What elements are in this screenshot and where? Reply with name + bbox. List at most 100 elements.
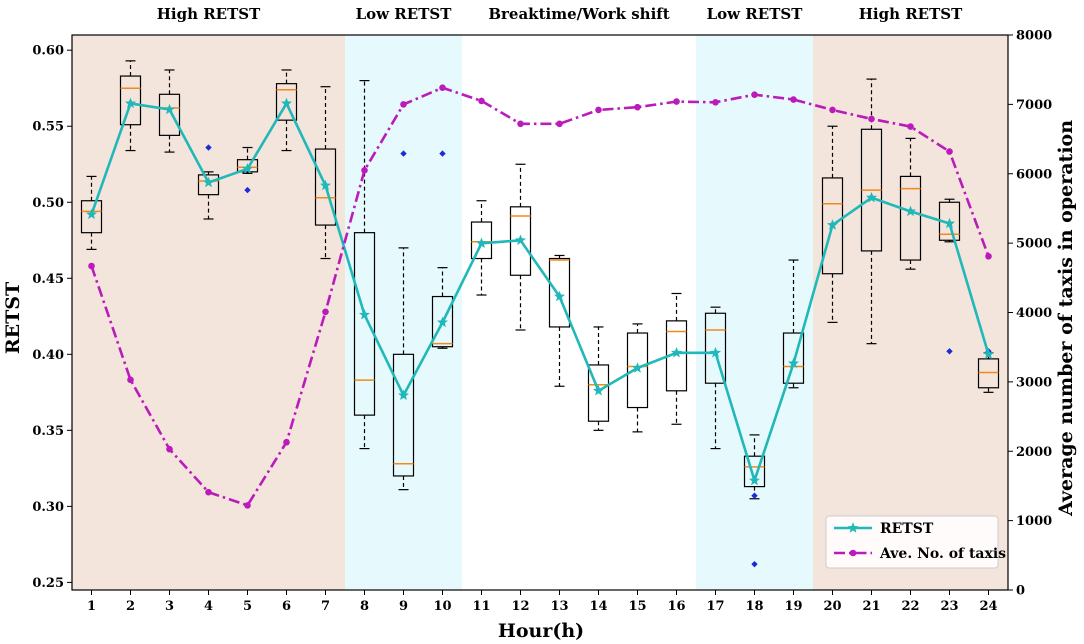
taxis-point	[322, 308, 329, 316]
box-plot-hour-8	[353, 80, 376, 450]
taxis-point	[712, 98, 719, 106]
x-axis-title: Hour(h)	[498, 620, 584, 642]
taxis-point	[400, 101, 407, 108]
retst-point	[514, 234, 527, 245]
retst-point	[982, 348, 995, 360]
outlier-point	[439, 150, 446, 157]
x-tick-label: 22	[901, 599, 919, 614]
retst-point	[748, 474, 761, 486]
iqr-box	[587, 364, 610, 422]
x-tick-label: 6	[282, 599, 291, 614]
region-band	[462, 35, 696, 590]
x-tick-label: 5	[243, 599, 252, 614]
retst-point	[202, 176, 215, 188]
x-tick-label: 2	[126, 599, 135, 614]
box-plot-hour-9	[392, 150, 415, 491]
region-band	[72, 35, 345, 590]
right-y-tick-label: 7000	[1016, 98, 1052, 113]
right-y-axis-title: Average number of taxis in operation	[1055, 120, 1077, 517]
legend-taxis-dot-icon	[849, 549, 857, 557]
retst-point	[280, 97, 293, 109]
x-tick-label: 3	[165, 599, 174, 614]
right-y-tick-label: 1000	[1016, 514, 1052, 529]
box-plot-hour-20	[821, 125, 844, 323]
x-tick-label: 16	[667, 599, 685, 614]
left-y-tick-label: 0.25	[32, 576, 64, 591]
retst-point	[865, 191, 878, 203]
taxis-point	[595, 106, 602, 114]
taxis-point	[556, 120, 563, 128]
iqr-box	[158, 93, 181, 136]
legend-taxis-label: Ave. No. of taxis	[879, 546, 1006, 562]
iqr-box	[782, 332, 805, 384]
box-plot-hour-17	[704, 306, 727, 450]
region-label: High RETST	[859, 5, 963, 23]
taxis-point	[166, 445, 173, 453]
retst-point	[358, 308, 371, 320]
right-y-tick-label: 0	[1016, 584, 1025, 599]
outlier-point	[244, 186, 251, 194]
left-y-tick-label: 0.50	[32, 196, 64, 211]
x-tick-label: 10	[433, 599, 451, 614]
iqr-box	[236, 159, 259, 173]
left-y-tick-label: 0.30	[32, 500, 64, 515]
legend-retst-star-icon	[847, 522, 859, 533]
box-plot-hour-7	[314, 86, 337, 260]
left-y-tick-label: 0.55	[32, 120, 64, 135]
iqr-box	[275, 83, 298, 121]
region-label: Low RETST	[356, 5, 453, 23]
retst-point	[436, 316, 449, 328]
x-axis: 1 2 3 4 5 6 7 8 9 10 11 12 13 14 15 16 17 18 19 20 21 22 23 24	[87, 590, 998, 614]
iqr-box	[431, 295, 454, 348]
retst-point	[787, 357, 800, 369]
iqr-box	[470, 221, 493, 260]
right-y-tick-label: 5000	[1016, 237, 1052, 252]
left-y-axis: 0.25 0.30 0.35 0.40 0.45 0.50 0.55 0.60	[32, 44, 72, 591]
taxis-point	[517, 120, 524, 128]
x-tick-label: 19	[784, 599, 802, 614]
outlier-point	[205, 144, 212, 151]
iqr-box	[197, 174, 220, 196]
box-plot-hour-10	[431, 150, 454, 349]
right-y-tick-label: 4000	[1016, 306, 1052, 321]
taxis-point	[283, 438, 290, 446]
taxis-point	[127, 376, 134, 384]
retst-point	[163, 103, 176, 115]
iqr-box	[743, 455, 766, 488]
box-plot-hour-18	[743, 434, 766, 568]
iqr-box	[977, 358, 1000, 389]
retst-series-line	[90, 102, 990, 482]
taxis-point	[985, 253, 992, 260]
outlier-point	[400, 150, 407, 157]
iqr-box	[119, 75, 142, 126]
region-label: Breaktime/Work shift	[488, 5, 669, 23]
iqr-box	[626, 332, 649, 409]
taxis-series-line	[90, 86, 990, 507]
iqr-box	[80, 200, 103, 234]
retst-point	[85, 208, 98, 220]
retst-point	[943, 217, 956, 229]
iqr-box	[314, 148, 337, 226]
x-tick-label: 18	[745, 599, 763, 614]
retst-point	[475, 237, 488, 249]
taxis-point	[205, 488, 212, 496]
retst-point	[592, 385, 605, 396]
region-band	[813, 35, 1008, 590]
x-tick-label: 20	[823, 599, 841, 614]
left-y-tick-label: 0.40	[32, 348, 64, 363]
taxis-point	[790, 96, 797, 103]
retst-point	[319, 179, 332, 191]
iqr-box	[821, 177, 844, 275]
retst-point	[670, 346, 683, 358]
retst-point	[553, 290, 566, 302]
outlier-point	[751, 560, 758, 568]
x-tick-label: 4	[204, 599, 213, 614]
x-tick-label: 7	[321, 599, 330, 614]
retst-point	[397, 389, 410, 401]
outlier-point	[751, 492, 758, 499]
series-lines	[85, 84, 995, 509]
legend-retst-label: RETST	[880, 521, 934, 537]
retst-point	[124, 97, 137, 109]
right-y-tick-label: 2000	[1016, 445, 1052, 460]
